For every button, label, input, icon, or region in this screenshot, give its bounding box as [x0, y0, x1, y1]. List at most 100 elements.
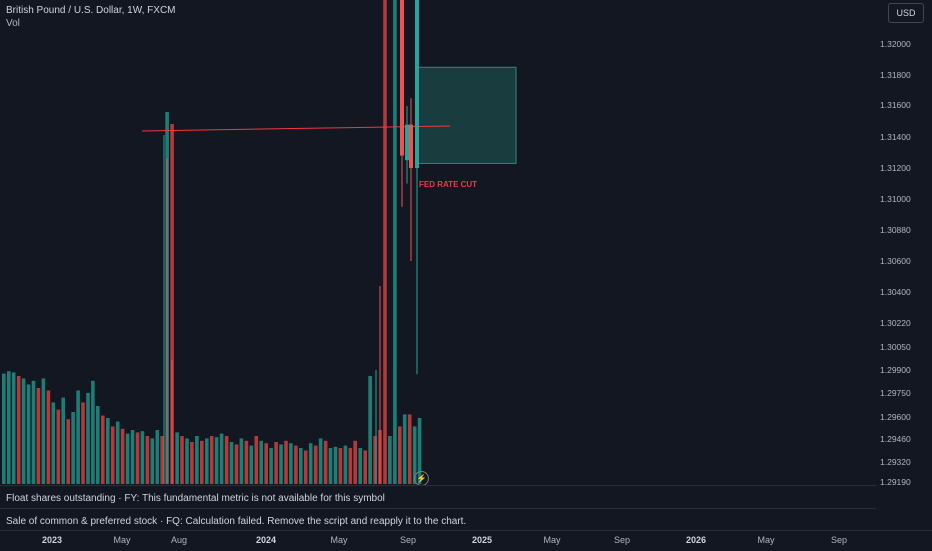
volume-bar — [120, 428, 125, 484]
price-tick-label: 1.31000 — [880, 194, 911, 204]
price-tick-label: 1.29190 — [880, 477, 911, 485]
price-tick-label: 1.29900 — [880, 365, 911, 375]
volume-bar — [417, 418, 422, 484]
volume-bar — [195, 436, 199, 484]
lightning-icon[interactable]: ⚡ — [414, 471, 429, 486]
volume-bar — [294, 445, 298, 484]
volume-bar — [140, 431, 145, 484]
volume-bar — [259, 440, 263, 484]
volume-bar — [130, 430, 135, 484]
volume-bar — [51, 402, 56, 484]
chart-legend: British Pound / U.S. Dollar, 1W, FXCM Vo… — [6, 4, 176, 30]
volume-bar — [185, 438, 189, 484]
supply-demand-zone — [416, 66, 517, 164]
status-message-sale-of-stock: Sale of common & preferred stock · FQ: C… — [0, 508, 876, 534]
volume-bar — [170, 124, 174, 484]
horizontal-resistance-line — [141, 125, 451, 132]
volume-bar — [145, 436, 150, 484]
volume-bar — [303, 450, 308, 484]
symbol-title[interactable]: British Pound / U.S. Dollar, 1W, FXCM — [6, 5, 176, 16]
volume-bar — [279, 444, 283, 484]
volume-bar — [318, 438, 323, 484]
price-tick-label: 1.31600 — [880, 100, 911, 110]
price-tick-label: 1.30220 — [880, 318, 911, 328]
price-tick-label: 1.29600 — [880, 412, 911, 422]
volume-bar — [16, 376, 21, 484]
volume-bar — [180, 436, 184, 484]
time-tick-label: May — [330, 535, 348, 545]
price-chart[interactable]: 1.32000 1.31800 1.31600 1.31400 1.31200 1.310… — [0, 0, 932, 485]
volume-bar — [328, 448, 333, 484]
currency-button[interactable]: USD — [888, 3, 924, 23]
time-axis[interactable]: 2023 May Aug 2024 May Sep 2025 May Sep 2026 May Sep — [0, 530, 932, 551]
volume-bar — [155, 430, 160, 484]
volume-bar — [398, 426, 402, 484]
volume-bar — [254, 436, 259, 484]
price-tick-label: 1.30600 — [880, 256, 911, 266]
volume-bar — [244, 440, 249, 484]
volume-bar — [11, 372, 16, 484]
volume-bar — [214, 437, 219, 484]
price-tick-label: 1.32000 — [880, 39, 911, 49]
candle-body — [405, 124, 409, 161]
volume-bar — [353, 440, 357, 484]
volume-bar — [393, 0, 397, 484]
price-tick-label: 1.31200 — [880, 163, 911, 173]
volume-bar — [373, 436, 377, 484]
price-axis: 1.32000 1.31800 1.31600 1.31400 1.31200 1.310… — [880, 39, 911, 485]
candle-body — [409, 124, 413, 168]
volume-bar — [86, 392, 90, 484]
time-tick-label: 2023 — [41, 535, 63, 545]
volume-label: Vol — [6, 18, 20, 29]
volume-bar — [175, 432, 179, 484]
time-tick-label: Sep — [613, 535, 631, 545]
volume-bar — [91, 380, 95, 484]
volume-bar — [274, 442, 278, 484]
time-tick-label: Sep — [830, 535, 848, 545]
time-tick-label: Aug — [170, 535, 188, 545]
price-tick-label: 1.29460 — [880, 434, 911, 444]
time-tick-label: May — [543, 535, 561, 545]
volume-bar — [229, 442, 234, 484]
time-tick-label: 2025 — [471, 535, 493, 545]
volume-bar — [209, 436, 214, 484]
volume-bar — [269, 448, 273, 484]
volume-bar — [7, 371, 11, 484]
volume-bar — [323, 440, 328, 484]
volume-bars — [2, 0, 422, 484]
volume-bar — [402, 414, 407, 484]
volume-bar — [264, 443, 268, 484]
time-tick-label: May — [113, 535, 131, 545]
time-tick-label: 2026 — [685, 535, 707, 545]
volume-bar — [110, 426, 115, 484]
volume-bar — [125, 433, 130, 484]
status-message-float-shares: Float shares outstanding · FY: This fund… — [0, 485, 876, 511]
volume-bar — [388, 436, 392, 484]
volume-bar — [135, 432, 140, 484]
volume-bar — [363, 450, 367, 484]
fed-rate-cut-label[interactable]: FED RATE CUT — [419, 180, 478, 189]
volume-bar — [358, 448, 362, 484]
candles — [400, 0, 419, 375]
volume-bar — [348, 448, 353, 484]
time-tick-label: May — [757, 535, 775, 545]
volume-bar — [101, 415, 105, 484]
price-tick-label: 1.29750 — [880, 388, 911, 398]
volume-bar — [56, 409, 61, 484]
volume-bar — [412, 426, 417, 484]
price-tick-label: 1.29320 — [880, 457, 911, 467]
volume-bar — [284, 440, 288, 484]
time-tick-label: 2024 — [255, 535, 277, 545]
volume-bar — [96, 406, 100, 484]
time-tick-label: Sep — [399, 535, 417, 545]
volume-bar — [333, 446, 338, 484]
volume-bar — [308, 443, 313, 484]
volume-bar — [81, 402, 85, 484]
volume-bar — [150, 438, 155, 484]
price-tick-label: 1.30400 — [880, 287, 911, 297]
volume-bar — [26, 384, 31, 484]
volume-bar — [343, 445, 348, 484]
volume-bar — [313, 445, 318, 484]
volume-bar — [46, 390, 51, 484]
volume-bar — [249, 445, 254, 484]
